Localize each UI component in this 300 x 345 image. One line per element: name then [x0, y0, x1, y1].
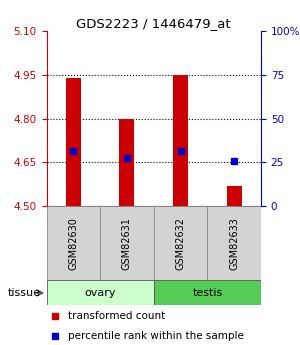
- Bar: [154, 206, 207, 280]
- Text: percentile rank within the sample: percentile rank within the sample: [68, 331, 244, 341]
- Text: GSM82632: GSM82632: [176, 217, 186, 270]
- Text: GSM82631: GSM82631: [122, 217, 132, 270]
- Bar: [207, 206, 261, 280]
- Text: transformed count: transformed count: [68, 312, 165, 322]
- Bar: [66, 78, 81, 206]
- Text: tissue: tissue: [8, 288, 41, 298]
- Bar: [46, 280, 154, 305]
- Text: ovary: ovary: [84, 288, 116, 298]
- Bar: [173, 75, 188, 206]
- Text: testis: testis: [192, 288, 223, 298]
- Bar: [227, 186, 242, 206]
- Bar: [154, 280, 261, 305]
- Text: GSM82630: GSM82630: [68, 217, 78, 270]
- Bar: [119, 119, 134, 206]
- Bar: [46, 206, 100, 280]
- Bar: [100, 206, 154, 280]
- Title: GDS2223 / 1446479_at: GDS2223 / 1446479_at: [76, 17, 231, 30]
- Text: GSM82633: GSM82633: [229, 217, 239, 270]
